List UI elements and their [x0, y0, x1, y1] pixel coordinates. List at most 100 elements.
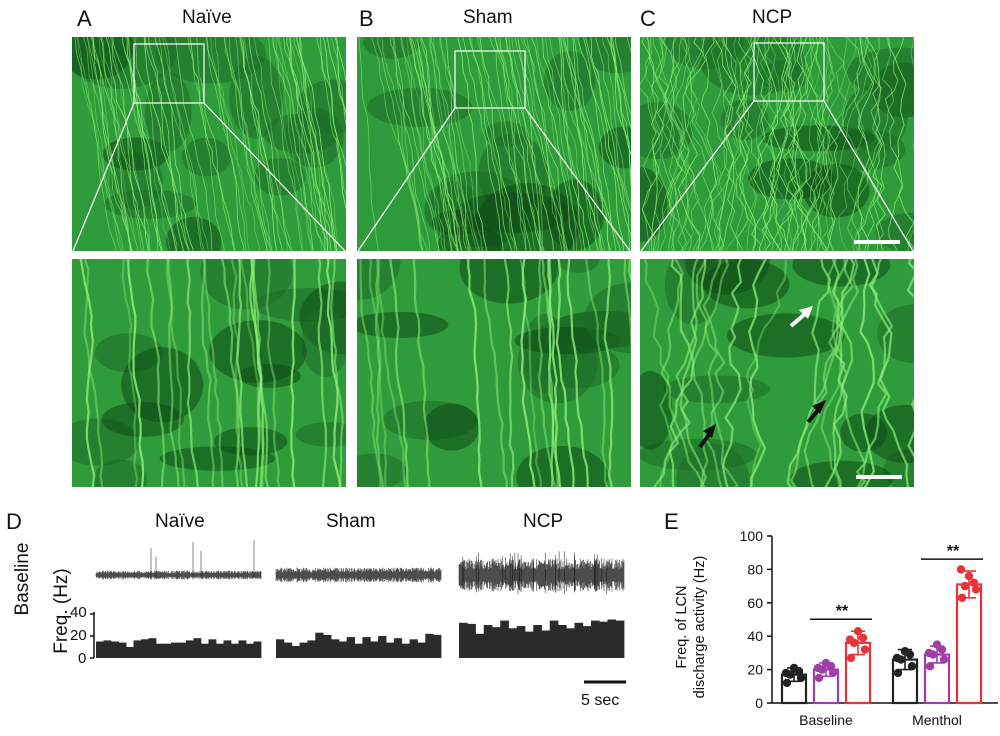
panel-c-letter: C — [640, 6, 656, 31]
micrograph-ncp-low-mag — [640, 37, 914, 251]
histogram-bar — [346, 637, 355, 658]
histogram-bar — [331, 639, 340, 658]
data-point — [969, 578, 979, 587]
data-point — [893, 668, 903, 678]
panel-d-traces — [90, 540, 626, 684]
y-tick-label: 100 — [740, 528, 764, 544]
histogram-bar — [163, 643, 172, 658]
histogram-bar — [508, 628, 518, 658]
histogram-bar — [193, 638, 202, 658]
zoom-box-naive — [133, 43, 205, 104]
histogram-bar — [615, 620, 625, 658]
y-tick-label: 80 — [747, 561, 763, 577]
histogram-bar — [246, 643, 254, 658]
histogram-bar — [574, 622, 584, 658]
x-category-label: Menthol — [912, 712, 962, 728]
data-point — [900, 647, 910, 656]
spike-trace — [275, 567, 442, 583]
data-point — [853, 626, 863, 636]
histogram-bar — [338, 641, 348, 658]
column-label-naive: Naïve — [155, 511, 205, 532]
x-category-label: Baseline — [799, 712, 853, 728]
panel-e-letter: E — [664, 509, 679, 534]
histogram-bar — [216, 643, 224, 658]
histogram-bar — [525, 631, 534, 658]
histogram-bar — [475, 633, 485, 658]
y-tick-label: 0 — [755, 695, 763, 711]
column-label-sham: Sham — [326, 511, 376, 532]
freq-tick-label: 20 — [70, 627, 87, 644]
histogram-bar — [253, 641, 262, 658]
histogram-bar — [291, 645, 300, 658]
data-point — [939, 655, 949, 664]
y-tick-label: 20 — [747, 662, 763, 678]
panel-a-letter: A — [77, 6, 92, 31]
histogram-bar — [500, 620, 509, 658]
histogram-bar — [299, 642, 308, 658]
micrograph-scale-bar — [854, 240, 900, 244]
histogram-bar — [370, 641, 379, 658]
histogram-bar — [96, 641, 104, 658]
white-arrow-icon — [789, 306, 813, 328]
histogram-bar — [315, 632, 324, 658]
data-point — [925, 662, 935, 671]
panel-d-letter: D — [6, 509, 22, 534]
spike-trace — [95, 540, 262, 580]
micrograph-sham-low-mag — [357, 37, 631, 251]
histogram-bar — [178, 642, 187, 658]
histogram-bar — [186, 640, 194, 658]
significance-label: ** — [836, 603, 849, 620]
panel-a-title: Naïve — [182, 7, 232, 28]
data-point — [846, 653, 856, 663]
data-point — [814, 673, 824, 683]
histogram-bar — [307, 640, 316, 658]
micrograph-scale-bar — [856, 475, 902, 479]
data-point — [813, 663, 823, 673]
histogram-bar — [401, 643, 410, 658]
histogram-bar — [492, 627, 501, 658]
panel-b-title: Sham — [463, 7, 513, 28]
histogram-bar — [201, 643, 209, 658]
histogram-bar — [223, 640, 232, 658]
histogram-bar — [417, 642, 426, 658]
histogram-bar — [354, 643, 363, 658]
histogram-bar — [393, 638, 403, 658]
histogram-bar — [533, 625, 542, 658]
data-point — [845, 635, 855, 644]
histogram-bar — [362, 637, 371, 658]
data-point — [858, 633, 868, 643]
data-point — [960, 581, 970, 591]
panel-b-letter: B — [359, 6, 374, 31]
data-point — [781, 668, 791, 678]
histogram-bar — [238, 640, 247, 658]
column-label-ncp: NCP — [523, 511, 564, 532]
significance-label: ** — [947, 543, 960, 560]
histogram-bar — [541, 630, 551, 658]
histogram-bar — [433, 634, 442, 658]
histogram-bar — [549, 620, 559, 658]
data-point — [782, 678, 792, 688]
data-point — [789, 663, 799, 673]
histogram-bar — [156, 643, 164, 658]
panel-c-title: NCP — [752, 7, 793, 28]
time-scale-label: 5 sec — [581, 692, 620, 709]
histogram-bar — [111, 641, 119, 658]
histogram-bar — [483, 625, 493, 658]
histogram-bar — [103, 640, 112, 658]
data-point — [828, 668, 838, 678]
histogram-bar — [467, 623, 476, 658]
histogram-bar — [516, 626, 526, 658]
histogram-bar — [386, 642, 395, 658]
zoom-box-sham — [454, 50, 526, 109]
zoom-box-ncp — [753, 42, 825, 102]
y-tick-label: 60 — [747, 595, 763, 611]
micrograph-ncp-high-mag — [640, 259, 914, 487]
data-point — [932, 640, 942, 649]
histogram-bar — [459, 622, 468, 658]
histogram-bar — [607, 619, 617, 658]
spike-trace — [458, 551, 625, 595]
freq-tick-label: 40 — [70, 604, 87, 621]
micrograph-naive-high-mag — [72, 259, 346, 487]
y-tick-label: 40 — [747, 628, 763, 644]
histogram-bar — [283, 642, 293, 658]
